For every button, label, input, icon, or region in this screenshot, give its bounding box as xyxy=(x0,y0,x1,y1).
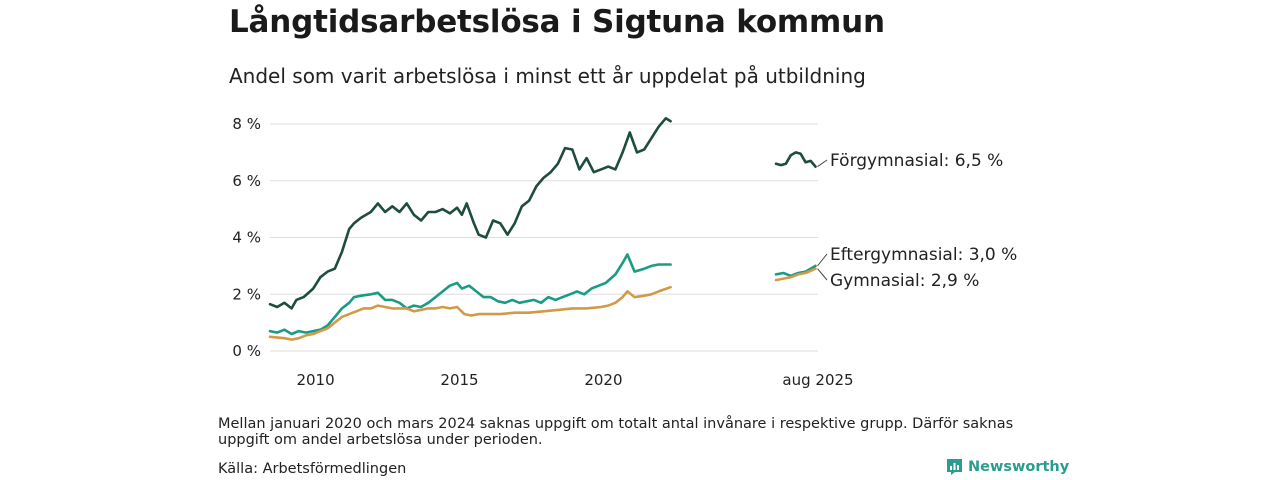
y-tick-label: 0 % xyxy=(232,342,261,360)
series-line-förgymnasial xyxy=(774,151,817,168)
series-label-gymnasial: Gymnasial: 2,9 % xyxy=(830,271,979,291)
newsworthy-brand[interactable]: Newsworthy xyxy=(946,458,1069,476)
label-leader-line xyxy=(817,253,828,267)
series-line-eftergymnasial xyxy=(774,264,817,278)
x-tick-label: 2010 xyxy=(296,371,334,389)
footnote: Mellan januari 2020 och mars 2024 saknas… xyxy=(218,416,1014,448)
y-tick-label: 8 % xyxy=(232,115,261,133)
y-tick-label: 2 % xyxy=(232,285,261,303)
y-tick-label: 6 % xyxy=(232,172,261,190)
chart-title: Långtidsarbetslösa i Sigtuna kommun xyxy=(229,4,885,40)
x-tick-label: aug 2025 xyxy=(782,371,853,389)
line-chart: 0 % 2 % 4 % 6 % 8 % 2010 2015 2020 aug 2025 Förgy… xyxy=(232,115,1017,389)
label-leader-line xyxy=(817,268,828,281)
newsworthy-logo-icon xyxy=(947,459,962,475)
label-leader-line xyxy=(817,159,828,167)
series-label-förgymnasial: Förgymnasial: 6,5 % xyxy=(830,151,1003,171)
series-line-eftergymnasial xyxy=(268,253,672,336)
series-line-förgymnasial xyxy=(268,117,672,310)
chart-subtitle: Andel som varit arbetslösa i minst ett å… xyxy=(229,64,866,88)
series-line-gymnasial xyxy=(774,267,817,282)
source-line: Källa: Arbetsförmedlingen xyxy=(218,461,407,477)
series-line-gymnasial xyxy=(268,285,672,341)
series-label-eftergymnasial: Eftergymnasial: 3,0 % xyxy=(830,245,1017,265)
brand-name: Newsworthy xyxy=(968,459,1070,475)
y-tick-label: 4 % xyxy=(232,229,261,247)
x-tick-label: 2015 xyxy=(440,371,478,389)
x-tick-label: 2020 xyxy=(584,371,622,389)
